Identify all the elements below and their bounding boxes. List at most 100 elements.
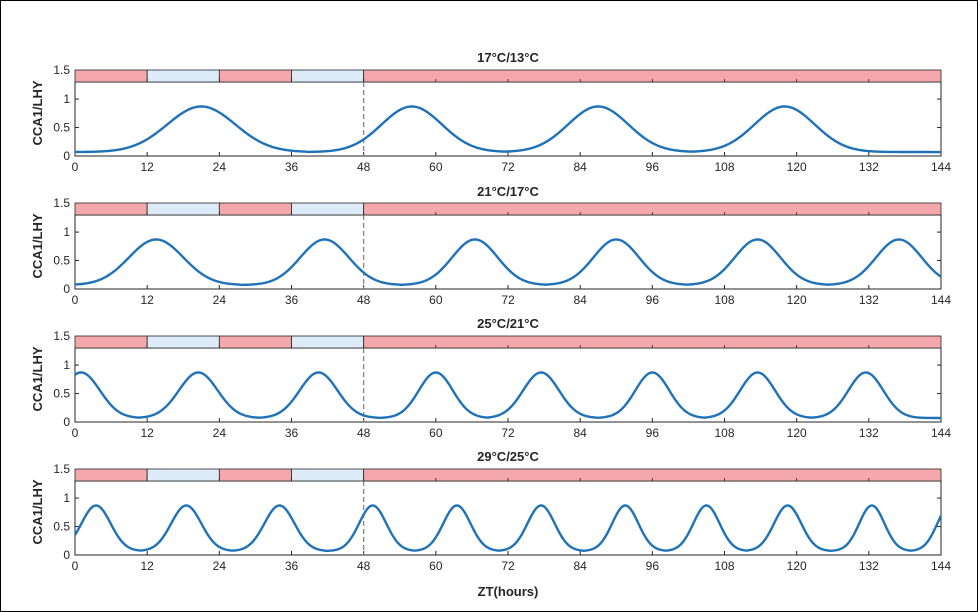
photoperiod-bar-segment-light xyxy=(74,202,148,216)
cca1-lhy-series-line xyxy=(74,105,941,154)
y-tick-label: 1.5 xyxy=(53,63,70,77)
x-tick-label: 132 xyxy=(859,160,879,174)
x-tick-label: 84 xyxy=(573,559,587,573)
cca1-lhy-series-line xyxy=(73,504,943,553)
x-tick-label: 132 xyxy=(859,426,879,440)
x-tick-label: 96 xyxy=(646,160,660,174)
panels: 17°C/13°C CCA1/LHY 0 0.5 1 1.5 0 12 24 36 48 60 72 84… xyxy=(30,50,951,573)
x-tick-label: 120 xyxy=(787,160,807,174)
chart-panel-3: 25°C/21°C CCA1/LHY 0 0.5 1 1.5 0 12 24 36 48 60 72 84… xyxy=(30,316,951,440)
x-tick-label: 60 xyxy=(429,160,443,174)
x-tick-label: 84 xyxy=(573,293,587,307)
photoperiod-bar-segment-light xyxy=(218,69,292,83)
x-tick-label: 84 xyxy=(573,160,587,174)
x-tick-label: 24 xyxy=(213,559,227,573)
panel-title: 29°C/25°C xyxy=(477,449,539,464)
chart-panel-4: 29°C/25°C CCA1/LHY 0 0.5 1 1.5 0 12 24 36 48 60 72 84… xyxy=(30,449,951,573)
photoperiod-bar-segment-light xyxy=(74,335,148,349)
x-tick-label: 84 xyxy=(573,426,587,440)
y-tick-label: 1.5 xyxy=(53,329,70,343)
plot-area xyxy=(74,214,942,290)
x-tick-label: 0 xyxy=(72,426,79,440)
y-tick-label: 0 xyxy=(63,149,70,163)
x-tick-label: 36 xyxy=(285,160,299,174)
y-axis-label: CCA1/LHY xyxy=(30,80,45,145)
x-tick-label: 24 xyxy=(213,426,227,440)
x-tick-label: 60 xyxy=(429,293,443,307)
panel-title: 25°C/21°C xyxy=(477,316,539,331)
x-tick-label: 108 xyxy=(714,559,734,573)
x-tick-label: 12 xyxy=(140,559,154,573)
x-tick-label: 96 xyxy=(646,293,660,307)
photoperiod-bar-segment-light xyxy=(74,468,148,482)
photoperiod-bar-segment-dark xyxy=(146,335,220,349)
photoperiod-bar-segment-dark xyxy=(291,335,365,349)
x-tick-label: 12 xyxy=(140,293,154,307)
y-tick-label: 0.5 xyxy=(53,387,70,401)
y-tick-label: 1 xyxy=(63,491,70,505)
x-tick-label: 108 xyxy=(714,160,734,174)
x-tick-label: 48 xyxy=(357,426,371,440)
plot-area xyxy=(74,480,942,556)
x-tick-label: 96 xyxy=(646,426,660,440)
x-tick-label: 24 xyxy=(213,293,227,307)
x-tick-label: 96 xyxy=(646,559,660,573)
x-tick-label: 60 xyxy=(429,426,443,440)
chart-panel-1: 17°C/13°C CCA1/LHY 0 0.5 1 1.5 0 12 24 36 48 60 72 84… xyxy=(30,50,951,174)
x-tick-label: 72 xyxy=(501,426,515,440)
x-tick-label: 36 xyxy=(285,426,299,440)
photoperiod-bar-segment-dark xyxy=(291,69,365,83)
panel-title: 21°C/17°C xyxy=(477,184,539,199)
x-tick-label: 144 xyxy=(931,293,951,307)
x-tick-label: 12 xyxy=(140,160,154,174)
x-tick-label: 120 xyxy=(787,293,807,307)
y-tick-label: 0.5 xyxy=(53,254,70,268)
y-tick-label: 1 xyxy=(63,92,70,106)
x-tick-label: 120 xyxy=(787,559,807,573)
x-tick-label: 0 xyxy=(72,293,79,307)
x-tick-label: 108 xyxy=(714,293,734,307)
x-tick-label: 72 xyxy=(501,559,515,573)
x-tick-label: 48 xyxy=(357,559,371,573)
panel-title: 17°C/13°C xyxy=(477,50,539,65)
x-tick-label: 48 xyxy=(357,160,371,174)
x-tick-label: 36 xyxy=(285,559,299,573)
x-tick-label: 72 xyxy=(501,160,515,174)
x-tick-label: 132 xyxy=(859,559,879,573)
x-tick-label: 12 xyxy=(140,426,154,440)
photoperiod-bar-segment-light xyxy=(218,468,292,482)
photoperiod-bar-segment-light xyxy=(218,335,292,349)
y-tick-label: 0.5 xyxy=(53,520,70,534)
plot-area xyxy=(74,81,942,157)
cca1-lhy-series-line xyxy=(74,371,941,420)
y-tick-label: 0 xyxy=(63,282,70,296)
x-tick-label: 144 xyxy=(931,559,951,573)
photoperiod-bar-segment-dark xyxy=(291,468,365,482)
x-tick-label: 36 xyxy=(285,293,299,307)
x-tick-label: 72 xyxy=(501,293,515,307)
photoperiod-bar-segment-light xyxy=(74,69,148,83)
x-tick-label: 0 xyxy=(72,160,79,174)
chart-panel-2: 21°C/17°C CCA1/LHY 0 0.5 1 1.5 0 12 24 36 48 60 72 84… xyxy=(30,184,951,307)
x-tick-label: 144 xyxy=(931,160,951,174)
y-tick-label: 1.5 xyxy=(53,462,70,476)
x-tick-label: 144 xyxy=(931,426,951,440)
y-tick-label: 1 xyxy=(63,358,70,372)
photoperiod-bar-segment-dark xyxy=(291,202,365,216)
x-tick-label: 108 xyxy=(714,426,734,440)
photoperiod-bar-segment-light xyxy=(218,202,292,216)
photoperiod-bar-segment-dark xyxy=(146,69,220,83)
y-tick-label: 0 xyxy=(63,548,70,562)
x-tick-label: 48 xyxy=(357,293,371,307)
y-tick-label: 1.5 xyxy=(53,196,70,210)
x-tick-label: 120 xyxy=(787,426,807,440)
y-tick-label: 0 xyxy=(63,415,70,429)
x-tick-label: 60 xyxy=(429,559,443,573)
y-tick-label: 1 xyxy=(63,225,70,239)
x-tick-label: 0 xyxy=(72,559,79,573)
x-tick-label: 24 xyxy=(213,160,227,174)
y-axis-label: CCA1/LHY xyxy=(30,213,45,278)
y-axis-label: CCA1/LHY xyxy=(30,479,45,544)
x-axis-label: ZT(hours) xyxy=(478,584,539,599)
